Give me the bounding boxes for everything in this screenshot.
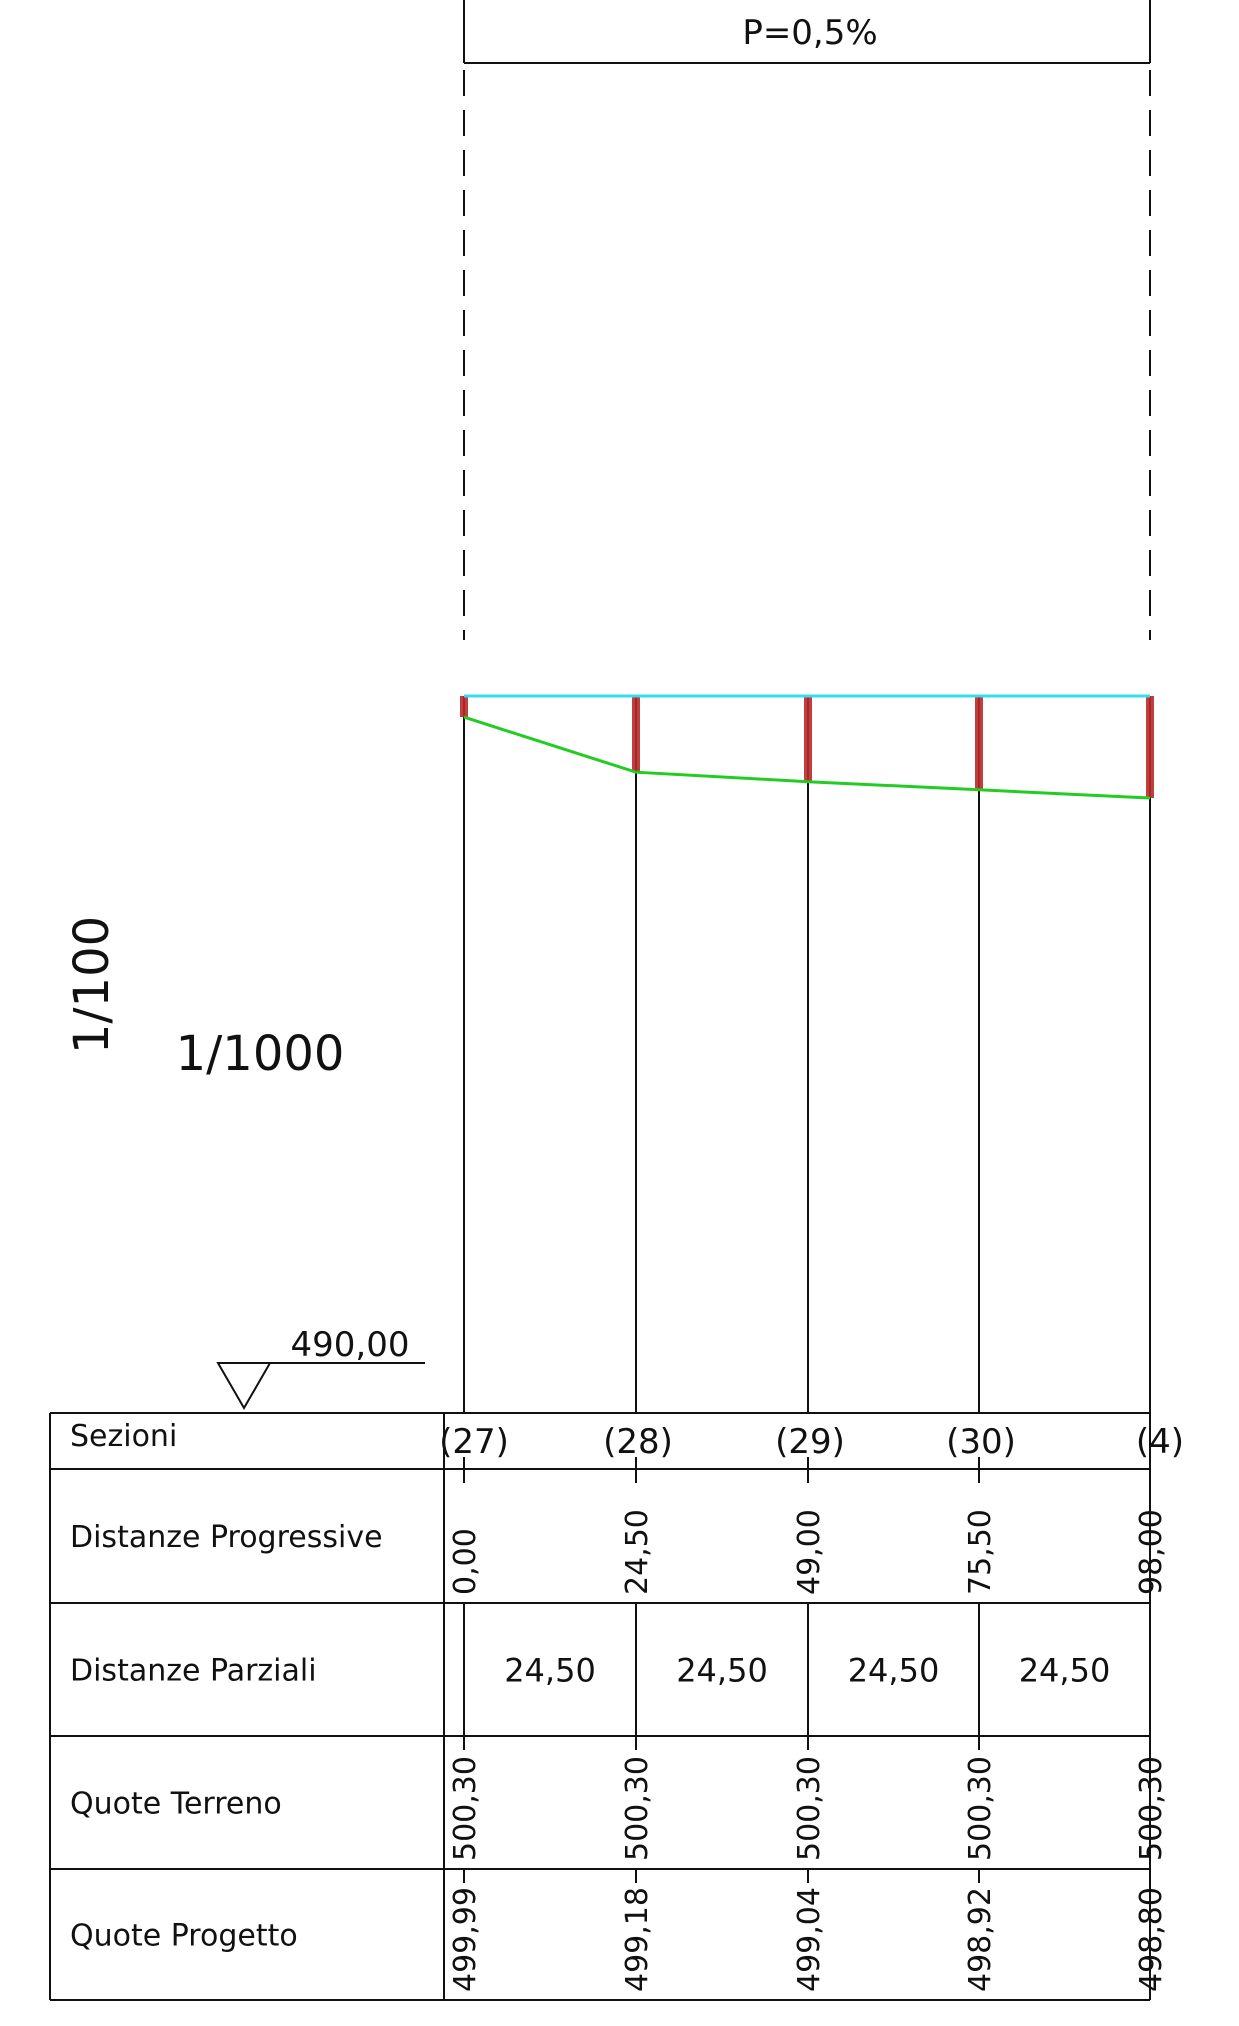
slope-label: P=0,5% [742,13,877,53]
scale-horizontal-label: 1/1000 [176,1026,345,1082]
depth-bar [804,696,812,782]
partial-distance-value: 24,50 [676,1652,768,1690]
terreno-value: 500,30 [448,1756,483,1861]
section-id: (30) [946,1422,1016,1462]
profile-area [460,694,1154,1413]
scale-vertical-label: 1/100 [64,916,120,1054]
partial-distance-value: 24,50 [848,1652,940,1690]
section-id: (4) [1136,1422,1184,1462]
partial-distance-value: 24,50 [1019,1652,1111,1690]
profile-data-table: Sezioni Distanze Progressive Distanze Parz… [49,1412,1184,2001]
terreno-value: 500,30 [1134,1756,1169,1861]
row-label-sezioni: Sezioni [70,1419,177,1454]
terreno-value: 500,30 [963,1756,998,1861]
section-id: (29) [775,1422,845,1462]
progressive-value: 98,00 [1134,1509,1169,1595]
row-label-progetto: Quote Progetto [70,1919,298,1954]
progressive-value: 24,50 [620,1509,655,1595]
row-label-progressive: Distanze Progressive [70,1520,383,1555]
progetto-value: 499,18 [620,1887,655,1992]
row-label-parziali: Distanze Parziali [70,1654,317,1689]
partial-distance-value: 24,50 [504,1652,596,1690]
depth-bar [1146,696,1154,798]
progetto-value: 498,92 [963,1887,998,1992]
progetto-value: 499,99 [448,1887,483,1992]
datum-elevation-label: 490,00 [291,1325,410,1365]
project-line [463,715,1151,800]
terreno-value: 500,30 [792,1756,827,1861]
datum-triangle-icon [216,1362,272,1410]
depth-bar [975,696,983,790]
progressive-value: 0,00 [448,1528,483,1595]
depth-bar [460,696,468,718]
progressive-value: 49,00 [792,1509,827,1595]
progressive-value: 75,50 [963,1509,998,1595]
section-id: (28) [603,1422,673,1462]
progetto-value: 498,80 [1134,1887,1169,1992]
depth-bar [632,696,640,773]
terreno-value: 500,30 [620,1756,655,1861]
section-id: (27) [439,1422,509,1462]
progetto-value: 499,04 [792,1887,827,1992]
row-label-terreno: Quote Terreno [70,1787,282,1822]
